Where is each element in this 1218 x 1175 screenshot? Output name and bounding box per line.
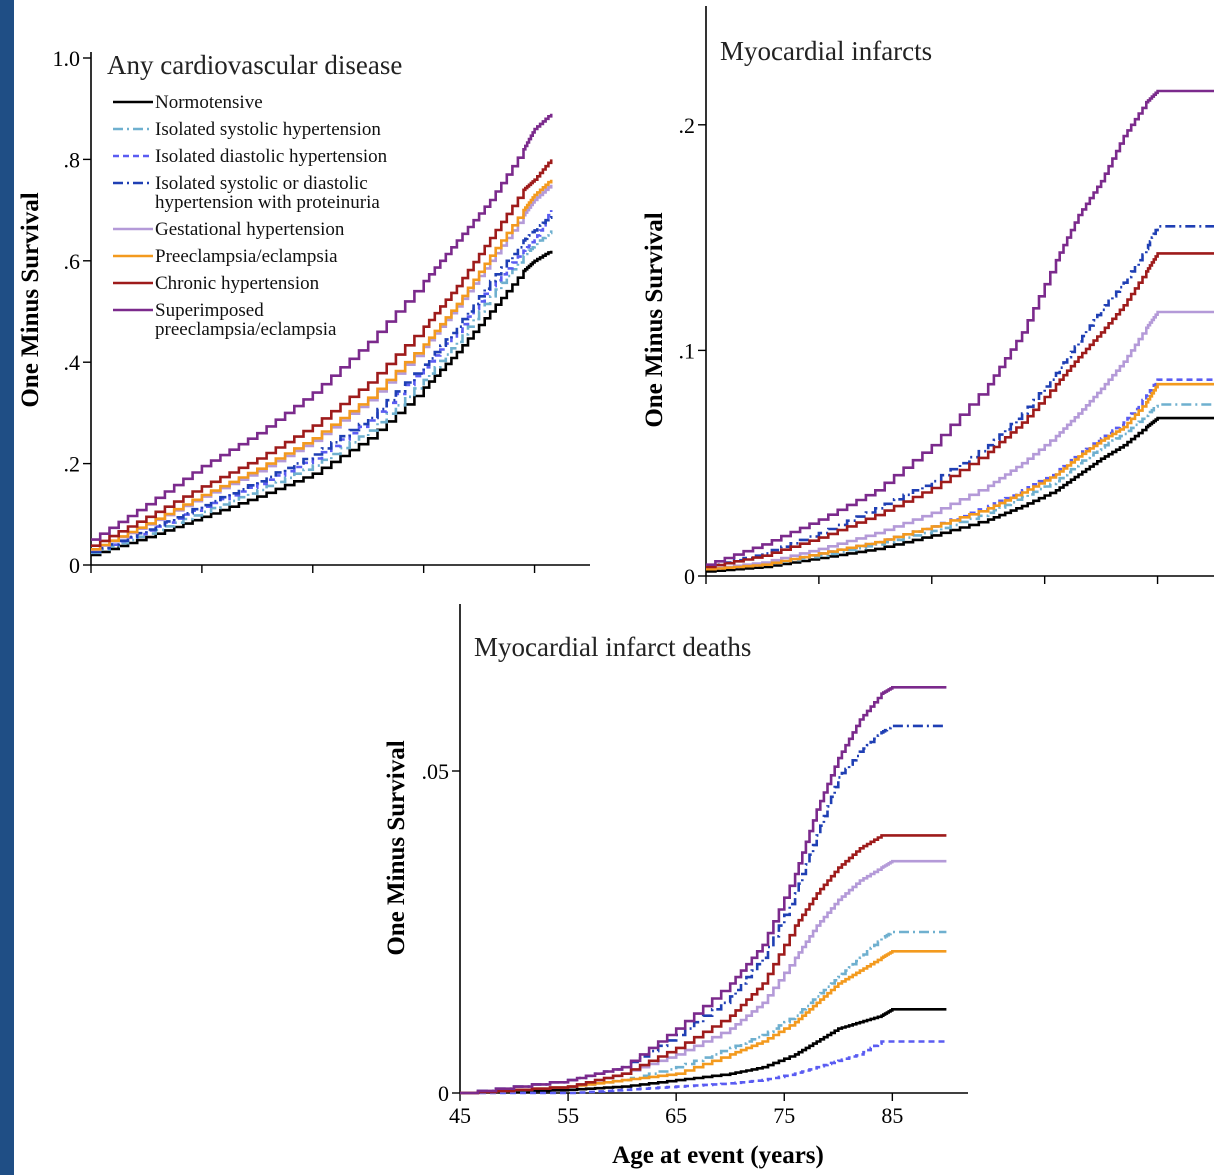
series-line-preeclampsia <box>91 179 553 551</box>
series-line-proteinuria <box>706 225 1214 569</box>
series-line-normotensive <box>460 1008 947 1095</box>
legend-label: Preeclampsia/eclampsia <box>155 246 338 267</box>
series-line-chronic <box>91 159 553 547</box>
y-tick-label: .2 <box>64 452 81 477</box>
legend-label: Chronic hypertension <box>155 273 320 294</box>
series-line-chronic <box>460 834 947 1095</box>
panel-any-cvd: 0 .2 .4 .6 .8 1.0 Any cardiovascular disease On… <box>17 46 590 578</box>
series-line-isolated_diastolic <box>460 1040 947 1095</box>
series-line-gestational <box>706 310 1214 571</box>
y-axis-label: One Minus Survival <box>641 212 668 427</box>
x-tick-label: 75 <box>773 1103 795 1128</box>
panel-myocardial-infarcts: 0 .1 .2 Myocardial infarcts One Minus Surviv… <box>641 6 1214 589</box>
series-line-superimposed <box>460 686 947 1095</box>
series-line-preeclampsia <box>706 382 1214 571</box>
y-tick-label: .8 <box>64 147 81 172</box>
x-tick-label: 45 <box>449 1103 471 1128</box>
y-tick-label: .6 <box>64 249 81 274</box>
series-line-chronic <box>706 252 1214 569</box>
left-accent-bar <box>0 0 14 1175</box>
legend-label: Gestational hypertension <box>155 219 345 240</box>
panel-title: Myocardial infarcts <box>720 36 932 66</box>
y-axis-label: One Minus Survival <box>383 740 410 955</box>
series-line-normotensive <box>706 416 1214 573</box>
series-line-isolated_systolic <box>706 403 1214 571</box>
legend-label: Isolated diastolic hypertension <box>155 146 388 167</box>
panel-myocardial-infarct-deaths: 0 .05 45 55 65 75 85 Myocardial infarct deaths O… <box>383 604 968 1169</box>
x-tick-label: 85 <box>881 1103 903 1128</box>
x-tick-label: 55 <box>557 1103 579 1128</box>
x-tick-label: 65 <box>665 1103 687 1128</box>
y-tick-label: .1 <box>679 338 696 363</box>
legend-label: Isolated systolic hypertension <box>155 119 381 140</box>
legend-label: preeclampsia/eclampsia <box>155 319 337 340</box>
panel-title: Myocardial infarct deaths <box>474 632 751 662</box>
series-line-superimposed <box>91 113 553 541</box>
y-tick-label: 1.0 <box>53 46 81 71</box>
legend-label: Isolated systolic or diastolic <box>155 173 368 194</box>
y-tick-label: .05 <box>422 759 450 784</box>
y-axis-label: One Minus Survival <box>17 192 44 407</box>
legend: Normotensive Isolated systolic hypertensi… <box>113 92 388 340</box>
legend-label: hypertension with proteinuria <box>155 192 380 213</box>
y-tick-label: 0 <box>69 553 80 578</box>
legend-label: Superimposed <box>155 300 264 321</box>
series-line-gestational <box>460 859 947 1095</box>
y-tick-label: .4 <box>64 350 81 375</box>
legend-label: Normotensive <box>155 92 263 113</box>
x-axis-label: Age at event (years) <box>612 1142 824 1169</box>
series-line-preeclampsia <box>460 950 947 1095</box>
y-tick-label: 0 <box>438 1081 449 1106</box>
series-line-proteinuria <box>91 215 553 554</box>
y-tick-label: 0 <box>684 564 695 589</box>
series-line-superimposed <box>706 89 1214 566</box>
panel-title: Any cardiovascular disease <box>107 50 402 80</box>
y-tick-label: .2 <box>679 113 696 138</box>
